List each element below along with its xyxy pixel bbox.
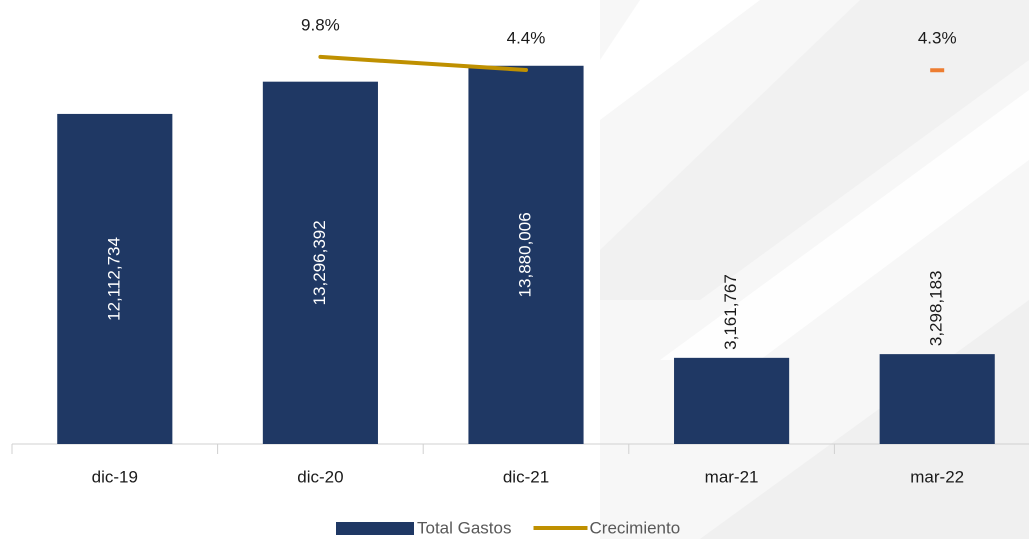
bar-value-label: 3,298,183: [927, 270, 946, 346]
bar-value-label: 13,296,392: [310, 220, 329, 305]
x-tick-label: mar-21: [705, 467, 759, 486]
legend-swatch: [336, 522, 414, 535]
x-tick-label: dic-19: [92, 467, 138, 486]
x-tick-label: mar-22: [910, 467, 964, 486]
line-value-label: 4.3%: [918, 29, 957, 48]
line-value-label: 4.4%: [507, 28, 546, 47]
bar-value-label: 12,112,734: [104, 237, 123, 321]
bar-value-label: 13,880,006: [515, 212, 534, 297]
x-tick-label: dic-20: [297, 467, 343, 486]
bar: [262, 81, 378, 445]
line-value-label: 9.8%: [301, 15, 340, 34]
bar-value-label: 3,161,767: [721, 274, 740, 350]
x-tick-label: dic-21: [503, 467, 549, 486]
bar: [879, 354, 995, 444]
legend-label: Crecimiento: [590, 518, 681, 537]
bar: [57, 113, 173, 444]
line: [318, 54, 528, 73]
bar: [468, 65, 584, 444]
bar: [674, 357, 790, 444]
background-decoration: [600, 0, 1029, 539]
legend-label: Total Gastos: [417, 518, 512, 537]
